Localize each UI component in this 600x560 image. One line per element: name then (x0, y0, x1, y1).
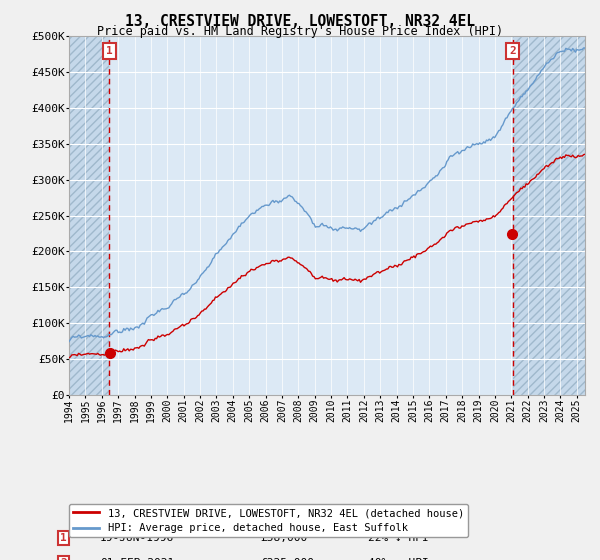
Text: Price paid vs. HM Land Registry's House Price Index (HPI): Price paid vs. HM Land Registry's House … (97, 25, 503, 38)
Text: £225,000: £225,000 (260, 558, 314, 560)
Bar (69, 36, 109, 395)
Text: 19-JUN-1996: 19-JUN-1996 (100, 533, 174, 543)
Text: 01-FEB-2021: 01-FEB-2021 (100, 558, 174, 560)
Text: 1: 1 (106, 46, 113, 56)
Text: 2: 2 (509, 46, 516, 56)
Text: 1: 1 (61, 533, 67, 543)
Legend: 13, CRESTVIEW DRIVE, LOWESTOFT, NR32 4EL (detached house), HPI: Average price, d: 13, CRESTVIEW DRIVE, LOWESTOFT, NR32 4EL… (69, 504, 468, 538)
Text: £58,000: £58,000 (260, 533, 307, 543)
Text: 13, CRESTVIEW DRIVE, LOWESTOFT, NR32 4EL: 13, CRESTVIEW DRIVE, LOWESTOFT, NR32 4EL (125, 14, 475, 29)
Text: 40% ↓ HPI: 40% ↓ HPI (368, 558, 429, 560)
Text: 2: 2 (61, 558, 67, 560)
Text: 22% ↓ HPI: 22% ↓ HPI (368, 533, 429, 543)
Bar (512, 36, 585, 395)
